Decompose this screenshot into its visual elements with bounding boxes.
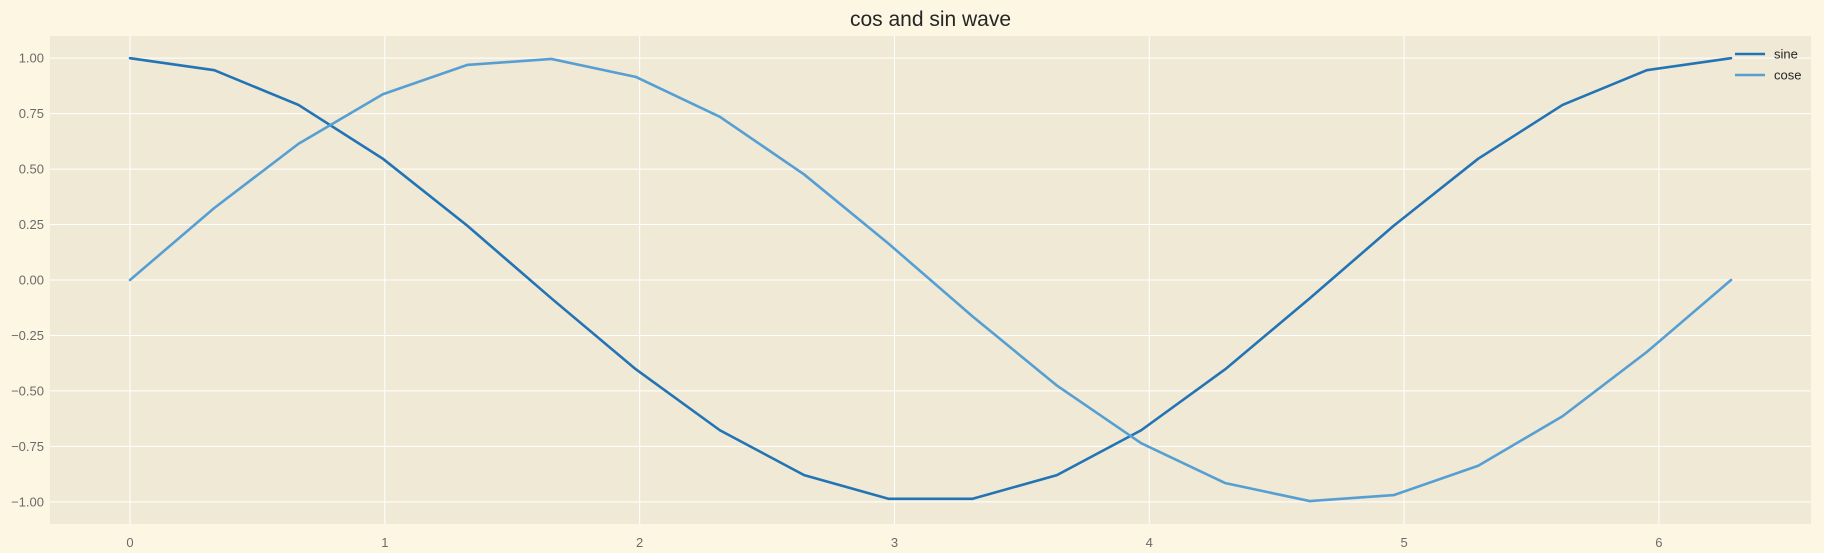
legend-label-cose: cose [1774,68,1801,83]
x-tick-label: 1 [381,535,388,550]
legend-label-sine: sine [1774,47,1798,62]
x-tick-label: 5 [1400,535,1407,550]
x-tick-label: 2 [636,535,643,550]
y-tick-label: 1.00 [19,51,44,66]
x-tick-label: 6 [1655,535,1662,550]
series-line-cose [128,57,1733,503]
x-tick-label: 4 [1146,535,1153,550]
y-tick-label: 0.50 [19,162,44,177]
legend: sine cose [1735,47,1801,83]
x-tick-label: 0 [126,535,133,550]
y-tick-label: 0.25 [19,217,44,232]
y-tick-label: −0.75 [11,439,44,454]
x-tick-label: 3 [891,535,898,550]
y-tick-label: 0.00 [19,273,44,288]
tick-labels: 0 1 2 3 4 5 6 1.00 0.75 0.50 0.25 0.00 −0.25 −0.50 −0.… [11,51,1662,550]
y-tick-label: −0.50 [11,383,44,398]
series-layer [128,56,1733,503]
y-tick-label: −1.00 [11,494,44,509]
grid [50,36,1811,524]
chart-title: cos and sin wave [850,8,1011,31]
y-tick-label: 0.75 [19,106,44,121]
series-line-sine [128,56,1733,501]
y-tick-label: −0.25 [11,328,44,343]
